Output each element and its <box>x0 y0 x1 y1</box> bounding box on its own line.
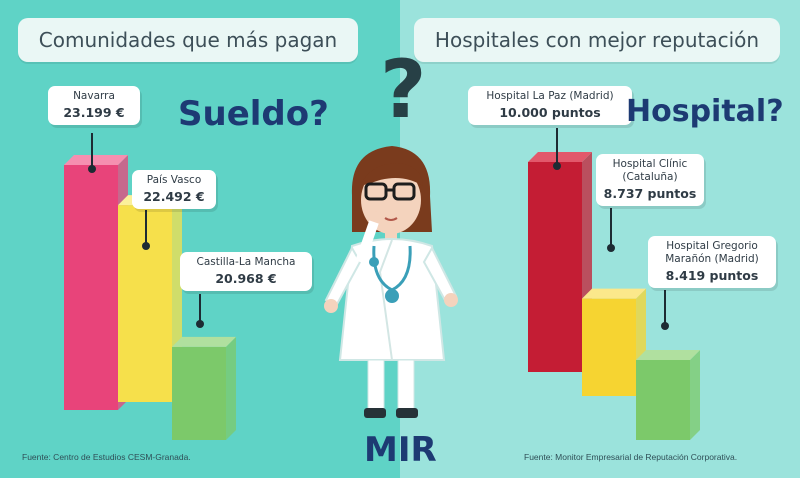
data-label-navarra: Navarra 23.199 € <box>48 86 140 125</box>
left-source-note: Fuente: Centro de Estudios CESM-Granada. <box>22 452 191 462</box>
bar-0-0 <box>64 165 118 410</box>
bar-1-0 <box>528 162 582 372</box>
data-label-hospital-la-paz: Hospital La Paz (Madrid) 10.000 puntos <box>468 86 632 125</box>
value-label: 23.199 € <box>63 105 125 121</box>
left-chart-title: Comunidades que más pagan <box>18 18 358 62</box>
category-label: Hospital Gregorio Marañón (Madrid) <box>665 240 759 266</box>
value-label: 20.968 € <box>215 271 277 287</box>
data-label-pais-vasco: País Vasco 22.492 € <box>132 170 216 209</box>
category-label: Hospital La Paz (Madrid) <box>486 90 614 102</box>
category-label: Hospital Clínic (Cataluña) <box>612 158 688 184</box>
question-mark-icon: ? <box>380 43 427 136</box>
leader-line <box>607 208 615 252</box>
leader-line <box>88 133 96 173</box>
bar-0-2 <box>172 346 226 440</box>
bar-1-1 <box>582 298 636 396</box>
bar-top-1-0 <box>528 152 592 162</box>
data-label-hospital-clinic: Hospital Clínic (Cataluña) 8.737 puntos <box>596 154 704 206</box>
salary-question: Sueldo? <box>178 94 329 134</box>
category-label: País Vasco <box>146 174 202 186</box>
category-label: Castilla-La Mancha <box>196 256 296 268</box>
leader-line <box>661 290 669 330</box>
value-label: 10.000 puntos <box>499 105 601 121</box>
data-label-castilla-la-mancha: Castilla-La Mancha 20.968 € <box>180 252 312 291</box>
mir-label: MIR <box>364 430 437 470</box>
hospital-question: Hospital? <box>626 94 784 129</box>
bar-1-2 <box>636 360 690 440</box>
category-label: Navarra <box>73 90 115 102</box>
value-label: 22.492 € <box>143 189 205 205</box>
right-chart-title: Hospitales con mejor reputación <box>414 18 780 62</box>
value-label: 8.419 puntos <box>665 268 759 284</box>
bar-top-1-1 <box>582 288 646 299</box>
data-label-hospital-gregorio-maranon: Hospital Gregorio Marañón (Madrid) 8.419… <box>648 236 776 288</box>
bar-side-0-2 <box>226 336 236 440</box>
value-label: 8.737 puntos <box>603 186 697 202</box>
bar-side-1-2 <box>690 350 700 440</box>
leader-line <box>142 210 150 250</box>
right-source-note: Fuente: Monitor Empresarial de Reputació… <box>524 452 738 462</box>
bar-top-0-2 <box>172 336 236 347</box>
bar-top-1-2 <box>636 350 700 360</box>
bar-top-0-0 <box>64 155 128 165</box>
leader-line <box>196 294 204 328</box>
leader-line <box>553 128 561 170</box>
